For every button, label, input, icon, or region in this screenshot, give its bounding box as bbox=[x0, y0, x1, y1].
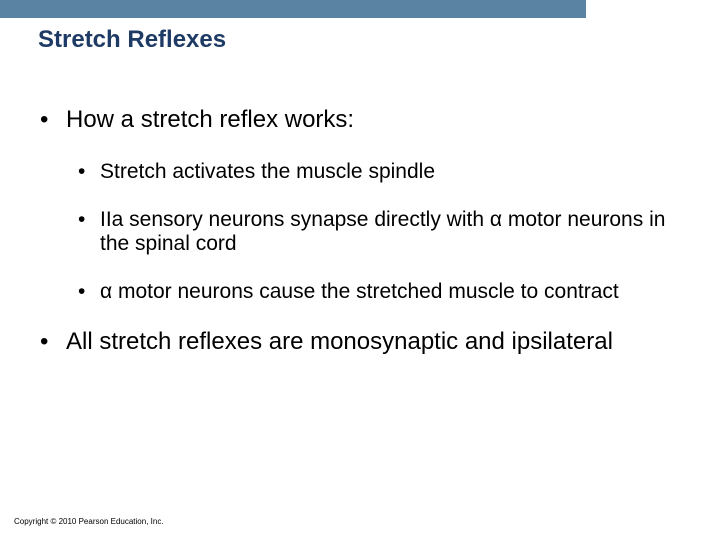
bullet-level1: • How a stretch reflex works: bbox=[40, 106, 680, 134]
slide-content: • How a stretch reflex works: • Stretch … bbox=[0, 54, 720, 356]
bullet-text: All stretch reflexes are monosynaptic an… bbox=[66, 328, 613, 356]
copyright-text: Copyright © 2010 Pearson Education, Inc. bbox=[14, 517, 164, 526]
bullet-level2: • Stretch activates the muscle spindle bbox=[40, 160, 680, 184]
bullet-level2: • α motor neurons cause the stretched mu… bbox=[40, 280, 680, 304]
header-bar bbox=[0, 0, 586, 18]
bullet-text: Stretch activates the muscle spindle bbox=[100, 160, 435, 184]
copyright-label: Copyright © 2010 Pearson Education, Inc. bbox=[14, 517, 164, 526]
title-text: Stretch Reflexes bbox=[38, 26, 226, 53]
bullet-level2: • IIa sensory neurons synapse directly w… bbox=[40, 208, 680, 256]
bullet-marker: • bbox=[40, 106, 66, 134]
bullet-text: IIa sensory neurons synapse directly wit… bbox=[100, 208, 680, 256]
bullet-marker: • bbox=[40, 328, 66, 356]
slide-title: Stretch Reflexes bbox=[0, 18, 720, 54]
bullet-marker: • bbox=[78, 280, 100, 304]
bullet-text: How a stretch reflex works: bbox=[66, 106, 354, 134]
bullet-marker: • bbox=[78, 208, 100, 256]
bullet-text: α motor neurons cause the stretched musc… bbox=[100, 280, 619, 304]
bullet-level1: • All stretch reflexes are monosynaptic … bbox=[40, 328, 680, 356]
bullet-marker: • bbox=[78, 160, 100, 184]
